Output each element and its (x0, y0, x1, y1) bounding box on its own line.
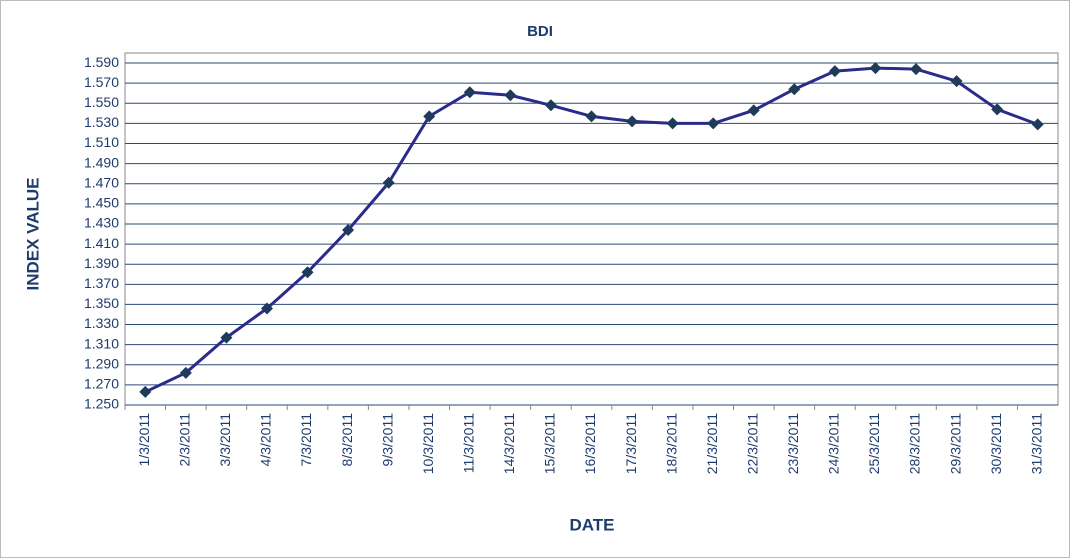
x-tick-label: 29/3/2011 (947, 413, 963, 474)
x-tick-label: 23/3/2011 (785, 413, 801, 474)
y-tick-label: 1.310 (84, 335, 119, 351)
y-tick-label: 1.250 (84, 396, 119, 412)
data-point (139, 385, 152, 398)
data-point (828, 65, 841, 78)
x-tick-label: 21/3/2011 (704, 413, 720, 474)
data-point (788, 83, 801, 96)
x-tick-label: 3/3/2011 (217, 413, 233, 467)
data-point (260, 302, 273, 315)
x-axis-title: DATE (569, 515, 614, 534)
x-tick-label: 24/3/2011 (826, 413, 842, 474)
y-tick-label: 1.350 (84, 295, 119, 311)
y-tick-label: 1.570 (84, 74, 119, 90)
data-point (504, 89, 517, 102)
y-tick-label: 1.290 (84, 355, 119, 371)
data-point (666, 117, 679, 130)
y-tick-label: 1.470 (84, 174, 119, 190)
y-tick-label: 1.270 (84, 376, 119, 392)
data-point (342, 224, 355, 237)
x-tick-label: 17/3/2011 (623, 413, 639, 474)
x-tick-label: 11/3/2011 (461, 413, 477, 473)
y-tick-label: 1.450 (84, 195, 119, 211)
plot-area (124, 52, 1059, 406)
data-point (585, 110, 598, 123)
x-tick-label: 28/3/2011 (907, 413, 923, 474)
x-tick-label: 1/3/2011 (136, 413, 152, 467)
x-tick-label: 8/3/2011 (339, 413, 355, 467)
x-tick-label: 4/3/2011 (258, 413, 274, 467)
y-tick-label: 1.490 (84, 154, 119, 170)
y-tick-label: 1.370 (84, 275, 119, 291)
x-tick-label: 10/3/2011 (420, 413, 436, 474)
data-point (626, 115, 639, 128)
data-point (301, 266, 314, 279)
data-point (423, 110, 436, 123)
x-tick-label: 22/3/2011 (744, 413, 760, 474)
x-tick-label: 30/3/2011 (988, 413, 1004, 474)
data-point (747, 104, 760, 117)
y-tick-label: 1.550 (84, 94, 119, 110)
x-tick-label: 7/3/2011 (298, 413, 314, 467)
x-tick-label: 25/3/2011 (866, 413, 882, 474)
y-tick-label: 1.530 (84, 114, 119, 130)
data-point (1031, 118, 1044, 131)
data-point (991, 103, 1004, 116)
x-tick-label: 15/3/2011 (542, 413, 558, 474)
x-tick-label: 16/3/2011 (582, 413, 598, 474)
data-point (950, 75, 963, 88)
y-tick-label: 1.390 (84, 255, 119, 271)
y-tick-label: 1.590 (84, 54, 119, 70)
data-point (869, 62, 882, 75)
x-tick-label: 14/3/2011 (501, 413, 517, 474)
chart-title: BDI (527, 23, 553, 40)
y-axis-title: INDEX VALUE (23, 177, 42, 290)
x-tick-label: 9/3/2011 (379, 413, 395, 467)
y-tick-label: 1.430 (84, 215, 119, 231)
x-tick-label: 31/3/2011 (1028, 413, 1044, 474)
y-tick-label: 1.510 (84, 134, 119, 150)
x-tick-label: 18/3/2011 (663, 413, 679, 474)
data-point (707, 117, 720, 130)
data-point (910, 63, 923, 76)
data-point (179, 366, 192, 379)
y-tick-label: 1.330 (84, 315, 119, 331)
data-point (544, 99, 557, 112)
data-point (382, 176, 395, 189)
y-tick-label: 1.410 (84, 235, 119, 251)
x-tick-label: 2/3/2011 (177, 413, 193, 467)
data-point (220, 331, 233, 344)
data-point (463, 86, 476, 99)
